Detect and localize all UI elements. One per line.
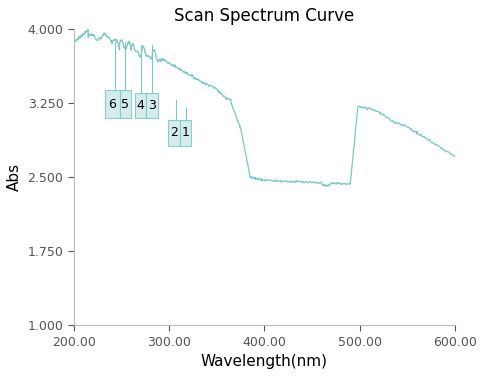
Text: 4: 4: [136, 99, 144, 112]
Text: 3: 3: [148, 99, 156, 112]
Text: 2: 2: [170, 126, 178, 139]
Text: 6: 6: [108, 98, 116, 111]
Y-axis label: Abs: Abs: [7, 163, 22, 191]
FancyBboxPatch shape: [135, 93, 146, 118]
Text: 5: 5: [121, 98, 129, 111]
FancyBboxPatch shape: [180, 120, 191, 146]
FancyBboxPatch shape: [146, 93, 158, 118]
Text: 1: 1: [182, 126, 189, 139]
FancyBboxPatch shape: [120, 90, 131, 118]
X-axis label: Wavelength(nm): Wavelength(nm): [201, 354, 328, 369]
FancyBboxPatch shape: [105, 90, 120, 118]
FancyBboxPatch shape: [168, 120, 180, 146]
Title: Scan Spectrum Curve: Scan Spectrum Curve: [174, 7, 355, 25]
